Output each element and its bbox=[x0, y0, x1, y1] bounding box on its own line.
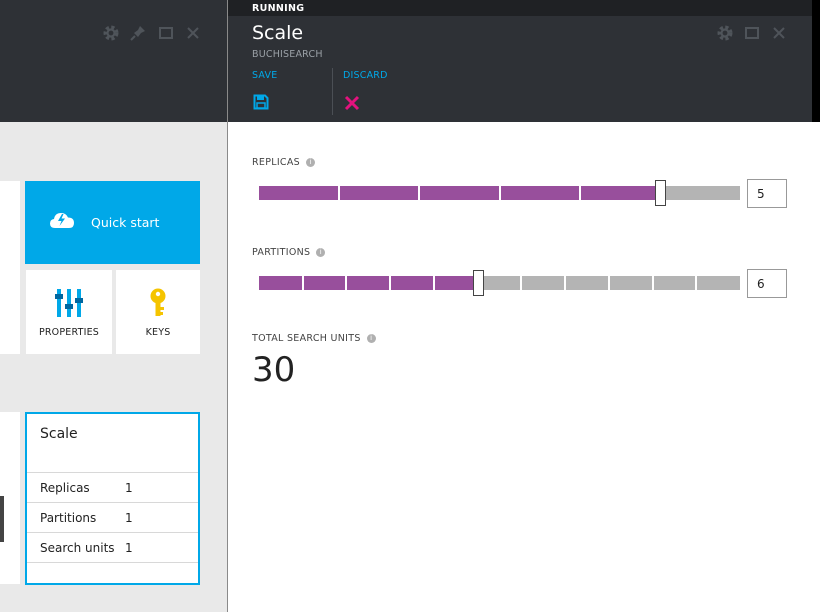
partitions-label: Partitions bbox=[40, 511, 97, 525]
slider-segment-divider bbox=[345, 276, 348, 290]
slider-segment-divider bbox=[498, 186, 501, 200]
key-icon bbox=[147, 288, 169, 322]
slider-segment-divider bbox=[651, 276, 654, 290]
replicas-field-label: REPLICAS i bbox=[252, 157, 315, 168]
discard-label: DISCARD bbox=[343, 70, 388, 81]
gear-icon[interactable] bbox=[100, 22, 122, 44]
slider-segment-divider bbox=[578, 186, 581, 200]
total-search-units-label: TOTAL SEARCH UNITS i bbox=[252, 333, 376, 344]
total-search-units-value: 30 bbox=[252, 350, 296, 390]
tile-partial bbox=[0, 181, 20, 354]
status-label: RUNNING bbox=[252, 3, 305, 14]
replicas-slider-fill bbox=[259, 186, 660, 200]
save-button[interactable]: SAVE bbox=[250, 68, 320, 116]
slider-segment-divider bbox=[432, 276, 435, 290]
replicas-slider[interactable] bbox=[259, 186, 740, 200]
blade-divider bbox=[227, 0, 228, 612]
replicas-value: 1 bbox=[125, 481, 133, 495]
tile-accent-bar bbox=[0, 496, 4, 542]
slider-segment-divider bbox=[338, 186, 341, 200]
replicas-input[interactable]: 5 bbox=[747, 179, 787, 208]
gear-icon[interactable] bbox=[714, 22, 736, 44]
left-blade-header bbox=[0, 0, 227, 122]
partitions-label-text: PARTITIONS bbox=[252, 247, 311, 258]
slider-segment-divider bbox=[418, 186, 421, 200]
page-subtitle: BUCHISEARCH bbox=[252, 49, 323, 60]
search-units-value: 1 bbox=[125, 541, 133, 555]
total-label-text: TOTAL SEARCH UNITS bbox=[252, 333, 361, 344]
scrollbar-thumb[interactable] bbox=[812, 122, 820, 612]
close-icon[interactable] bbox=[768, 22, 790, 44]
properties-icon bbox=[55, 288, 83, 322]
divider bbox=[27, 562, 198, 563]
slider-segment-divider bbox=[695, 276, 698, 290]
save-icon bbox=[253, 94, 269, 114]
slider-segment-divider bbox=[564, 276, 567, 290]
slider-segment-divider bbox=[301, 276, 304, 290]
slider-segment-divider bbox=[607, 276, 610, 290]
keys-label: KEYS bbox=[145, 327, 171, 338]
discard-icon bbox=[344, 95, 360, 115]
replicas-label: Replicas bbox=[40, 481, 90, 495]
slider-segment-divider bbox=[520, 276, 523, 290]
status-bar bbox=[228, 0, 812, 16]
partitions-slider-fill bbox=[259, 276, 478, 290]
scale-blade-header bbox=[228, 0, 812, 122]
maximize-icon[interactable] bbox=[155, 22, 177, 44]
partitions-slider-thumb[interactable] bbox=[472, 270, 484, 296]
keys-tile[interactable]: KEYS bbox=[116, 270, 200, 354]
quick-start-label: Quick start bbox=[91, 215, 160, 230]
close-icon[interactable] bbox=[182, 22, 204, 44]
scale-blade-body bbox=[228, 122, 812, 612]
save-label: SAVE bbox=[252, 70, 278, 81]
properties-label: PROPERTIES bbox=[38, 327, 100, 338]
quick-start-tile[interactable]: Quick start bbox=[25, 181, 200, 264]
partitions-slider[interactable] bbox=[259, 276, 740, 290]
pin-icon[interactable] bbox=[127, 22, 149, 44]
slider-segment-divider bbox=[389, 276, 392, 290]
table-row: Partitions 1 bbox=[27, 502, 198, 532]
replicas-label-text: REPLICAS bbox=[252, 157, 300, 168]
page-title: Scale bbox=[252, 22, 304, 44]
tile-partial bbox=[0, 412, 20, 584]
scale-summary-tile[interactable]: Scale Replicas 1 Partitions 1 Search uni… bbox=[25, 412, 200, 585]
discard-button[interactable]: DISCARD bbox=[341, 68, 411, 116]
table-row: Search units 1 bbox=[27, 532, 198, 562]
scale-tile-title: Scale bbox=[40, 426, 78, 442]
info-icon[interactable]: i bbox=[306, 158, 315, 167]
replicas-slider-thumb[interactable] bbox=[654, 180, 666, 206]
info-icon[interactable]: i bbox=[316, 248, 326, 257]
partitions-field-label: PARTITIONS i bbox=[252, 247, 326, 258]
command-separator bbox=[332, 68, 333, 115]
partitions-value: 1 bbox=[125, 511, 133, 525]
info-icon[interactable]: i bbox=[366, 334, 376, 343]
properties-tile[interactable]: PROPERTIES bbox=[26, 270, 112, 354]
search-units-label: Search units bbox=[40, 541, 115, 555]
table-row: Replicas 1 bbox=[27, 472, 198, 502]
partitions-input[interactable]: 6 bbox=[747, 269, 787, 298]
maximize-icon[interactable] bbox=[741, 22, 763, 44]
cloud-lightning-icon bbox=[49, 210, 75, 234]
